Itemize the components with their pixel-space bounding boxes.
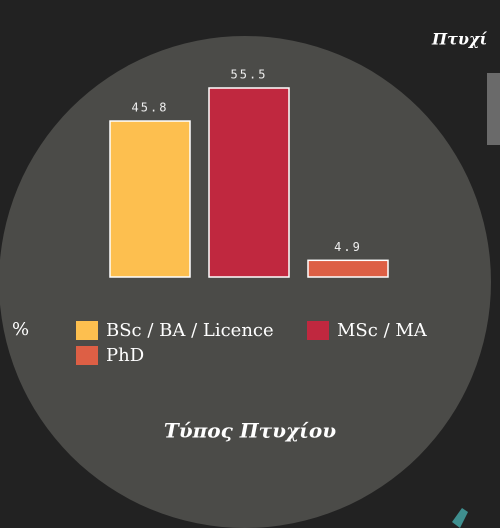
legend-label: PhD [106, 345, 144, 366]
value-label: 45.8 [132, 101, 169, 115]
legend-label: MSc / MA [337, 320, 428, 341]
bar [109, 120, 191, 278]
x-axis-label: Τύπος Πτυχίου [164, 419, 336, 443]
bar [208, 87, 290, 278]
legend-swatch [76, 346, 98, 365]
legend-swatch [76, 321, 98, 340]
value-label: 4.9 [334, 240, 362, 254]
y-axis-label: % [12, 319, 29, 340]
decor-shape [452, 508, 468, 528]
legend-swatch [307, 321, 329, 340]
bar [307, 259, 389, 278]
legend-label: BSc / BA / Licence [106, 320, 274, 341]
clipped-title: Πτυχί [431, 30, 488, 49]
value-label: 55.5 [231, 68, 268, 82]
side-panel [487, 73, 500, 145]
